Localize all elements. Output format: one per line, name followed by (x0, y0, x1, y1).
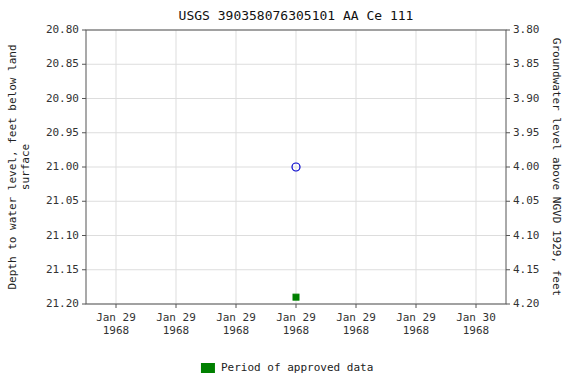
y-tick-label: 21.10 (46, 229, 79, 242)
series (292, 163, 300, 171)
y-tick-label: 21.15 (46, 263, 79, 276)
y2-tick-label: 3.80 (513, 23, 540, 36)
y2-tick-label: 3.85 (513, 57, 540, 70)
y-axis-label: Depth to water level, feet below landsur… (6, 44, 32, 289)
point (292, 163, 300, 171)
x-tick-label: Jan 291968 (156, 311, 196, 337)
plot-frame (86, 30, 506, 304)
y-tick (82, 30, 86, 31)
y2-tick (506, 304, 510, 305)
y-tick (82, 132, 86, 133)
y2-axis: 4.20 4.15 4.10 4.05 4.00 3.95 3.90 3.85 3.80 (506, 23, 540, 310)
x-tick-label-line: 1968 (403, 324, 430, 337)
point (293, 294, 299, 300)
y2-tick-label: 3.95 (513, 126, 540, 139)
x-tick-label-line: Jan 29 (216, 311, 256, 324)
y-tick (82, 64, 86, 65)
y2-tick-label: 4.00 (513, 160, 540, 173)
y2-tick-label: 4.05 (513, 194, 540, 207)
y2-axis-label: Groundwater level above NGVD 1929, feet (550, 38, 563, 296)
series (293, 294, 299, 300)
grid-line-x (296, 30, 297, 304)
x-tick-label-line: 1968 (343, 324, 370, 337)
x-tick-label-line: Jan 29 (396, 311, 436, 324)
y2-tick (506, 132, 510, 133)
legend-label: Period of approved data (221, 361, 373, 374)
y2-tick (506, 64, 510, 65)
grid-line-x (236, 30, 237, 304)
y2-tick (506, 30, 510, 31)
grid-line-x (416, 30, 417, 304)
x-tick-label: Jan 301968 (456, 311, 496, 337)
y2-tick (506, 98, 510, 99)
y2-tick (506, 269, 510, 270)
y2-tick (506, 167, 510, 168)
y-axis-label-line: surface (19, 144, 32, 190)
grid-line-x (356, 30, 357, 304)
x-tick-label: Jan 291968 (276, 311, 316, 337)
y-tick (82, 201, 86, 202)
x-tick-label: Jan 291968 (336, 311, 376, 337)
y-tick-label: 21.00 (46, 160, 79, 173)
x-tick (236, 304, 237, 308)
x-tick (176, 304, 177, 308)
x-tick-label-line: Jan 29 (96, 311, 136, 324)
x-tick-label-line: 1968 (163, 324, 190, 337)
x-tick-label-line: 1968 (223, 324, 250, 337)
x-tick (416, 304, 417, 308)
background (0, 0, 576, 384)
x-tick-label-line: Jan 29 (336, 311, 376, 324)
x-tick-label-line: 1968 (463, 324, 490, 337)
x-tick (356, 304, 357, 308)
grid (86, 30, 506, 304)
chart: 20.80 20.85 20.90 20.95 21.00 21.05 21.10 21.15… (0, 0, 576, 384)
legend-swatch (201, 363, 215, 373)
y-tick (82, 98, 86, 99)
marks (292, 163, 300, 300)
y-axis-label-line: Depth to water level, feet below land (6, 44, 19, 289)
x-tick-label: Jan 291968 (216, 311, 256, 337)
x-tick (116, 304, 117, 308)
y2-tick-label: 4.15 (513, 263, 540, 276)
y-tick (82, 235, 86, 236)
x-tick-label-line: Jan 30 (456, 311, 496, 324)
y-tick-label: 20.85 (46, 57, 79, 70)
y-tick (82, 269, 86, 270)
title: USGS 390358076305101 AA Ce 111 (179, 8, 414, 23)
grid-line-x (176, 30, 177, 304)
x-tick-label-line: Jan 29 (156, 311, 196, 324)
grid-line-x (116, 30, 117, 304)
y2-tick (506, 235, 510, 236)
x-tick-label-line: Jan 29 (276, 311, 316, 324)
y-tick-label: 21.05 (46, 194, 79, 207)
grid-line-x (476, 30, 477, 304)
y-tick-label: 21.20 (46, 297, 79, 310)
legend: Period of approved data (201, 361, 373, 374)
x-tick (296, 304, 297, 308)
y-tick (82, 304, 86, 305)
x-tick-label-line: 1968 (103, 324, 130, 337)
y-tick (82, 167, 86, 168)
y2-tick-label: 3.90 (513, 92, 540, 105)
y-tick-label: 20.95 (46, 126, 79, 139)
y2-tick (506, 201, 510, 202)
x-tick (476, 304, 477, 308)
y-tick-label: 20.80 (46, 23, 79, 36)
x-axis: Jan 291968Jan 291968Jan 291968Jan 291968… (96, 304, 496, 337)
y-tick-label: 20.90 (46, 92, 79, 105)
x-tick-label: Jan 291968 (396, 311, 436, 337)
y2-tick-label: 4.10 (513, 229, 540, 242)
x-tick-label: Jan 291968 (96, 311, 136, 337)
x-tick-label-line: 1968 (283, 324, 310, 337)
y2-tick-label: 4.20 (513, 297, 540, 310)
y-axis: 20.80 20.85 20.90 20.95 21.00 21.05 21.10 21.15… (46, 23, 86, 310)
